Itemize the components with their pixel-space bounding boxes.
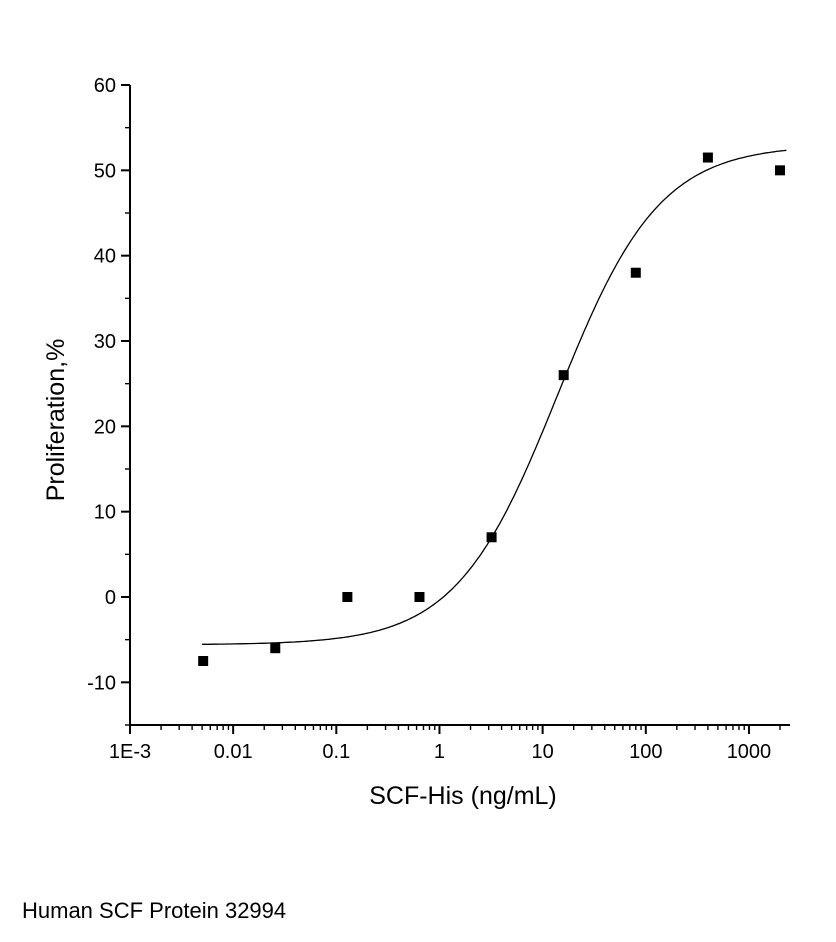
- fit-curve: [202, 149, 787, 645]
- x-tick-label: 0.1: [322, 741, 350, 763]
- x-tick-label: 1E-3: [109, 741, 151, 763]
- x-axis-title: SCF-His (ng/mL): [369, 782, 557, 810]
- data-point: [414, 592, 425, 602]
- data-point: [558, 370, 569, 381]
- data-point: [270, 643, 281, 654]
- x-tick-label: 10: [532, 741, 554, 763]
- x-tick-label: 1000: [727, 741, 772, 763]
- y-axis-title: Proliferation,%: [42, 339, 70, 502]
- data-point: [775, 165, 786, 176]
- data-point: [630, 267, 641, 278]
- data-point: [702, 152, 713, 163]
- y-tick-label: 50: [94, 160, 116, 182]
- y-tick-label: 40: [94, 246, 116, 268]
- x-tick-label: 0.01: [214, 741, 253, 763]
- y-tick-label: 20: [94, 416, 116, 438]
- y-tick-label: 0: [105, 587, 116, 609]
- plot-layer: -10 0 10 20 30 40 50 60 1E-3 0.01 0.1 1 10 100 1000: [87, 75, 790, 763]
- y-tick-label: 10: [94, 502, 116, 524]
- dose-response-chart: -10 0 10 20 30 40 50 60 1E-3 0.01 0.1 1 10 100 1000 SC…: [42, 75, 790, 810]
- axis-frame: [129, 85, 790, 726]
- caption: Human SCF Protein 32994: [22, 898, 287, 923]
- data-point: [486, 532, 497, 543]
- x-tick-label: 1: [434, 741, 445, 763]
- y-tick-label: 30: [94, 331, 116, 353]
- x-tick-label: 100: [629, 741, 662, 763]
- y-tick-label: -10: [87, 672, 116, 694]
- y-tick-label: 60: [94, 75, 116, 97]
- data-point: [198, 656, 209, 666]
- data-point: [342, 592, 353, 602]
